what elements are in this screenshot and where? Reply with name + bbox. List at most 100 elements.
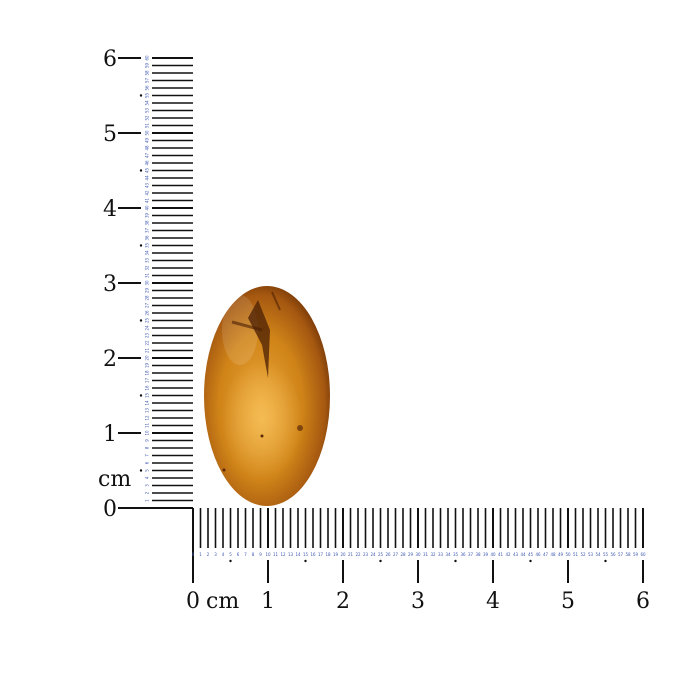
ruler-minor-number: 42 [505,552,511,557]
ruler-minor-number: 49 [558,552,564,557]
ruler-minor-number: 8 [145,446,150,449]
ruler-minor-number: 24 [370,552,376,557]
ruler-minor-number: 23 [145,333,150,339]
ruler-minor-number: 22 [355,552,361,557]
ruler-minor-number: 9 [259,552,262,557]
ruler-minor-number: 39 [483,552,489,557]
ruler-minor-number: 13 [288,552,294,557]
ruler-minor-number: 1 [145,499,150,502]
ruler-minor-number: 3 [214,552,217,557]
ruler-minor-number: 48 [550,552,556,557]
ruler-major-label: 0 [103,497,117,522]
ruler-minor-number: 28 [400,552,406,557]
ruler-minor-number: 3 [145,484,150,487]
ruler-minor-number: 57 [618,552,624,557]
ruler-minor-number: 16 [310,552,316,557]
ruler-major-label: 1 [103,422,117,447]
ruler-minor-number: 41 [498,552,504,557]
ruler-minor-number: 8 [252,552,255,557]
ruler-minor-number: 5 [145,469,150,472]
ruler-minor-number: 45 [528,552,534,557]
ruler-minor-number: 52 [580,552,586,557]
horizontal-unit-label: cm [206,589,239,614]
ruler-minor-number: 51 [573,552,579,557]
ruler-minor-number: 54 [595,552,601,557]
ruler-minor-number: 14 [295,552,301,557]
ruler-half-mark [529,559,532,563]
ruler-minor-number: 16 [145,385,150,391]
ruler-major-label: 4 [486,589,500,614]
ruler-minor-number: 53 [588,552,594,557]
ruler-half-mark [139,94,143,97]
ruler-half-mark [454,559,457,563]
ruler-minor-number: 32 [430,552,436,557]
ruler-minor-number: 58 [145,70,150,76]
ruler-minor-number: 17 [145,378,150,384]
ruler-minor-number: 11 [273,552,279,557]
ruler-minor-number: 17 [318,552,324,557]
ruler-minor-number: 51 [145,123,150,129]
ruler-major-label: 3 [103,272,117,297]
ruler-major-label: 2 [336,589,350,614]
ruler-minor-number: 12 [145,415,150,421]
ruler-half-mark [229,559,232,563]
ruler-minor-number: 47 [543,552,549,557]
ruler-minor-number: 22 [145,340,150,346]
ruler-minor-number: 7 [244,552,247,557]
ruler-minor-number: 45 [145,168,150,174]
ruler-major-label: 4 [103,197,117,222]
ruler-major-label: 5 [561,589,575,614]
ruler-minor-number: 28 [145,295,150,301]
insect-inclusion [248,300,270,378]
ruler-minor-number: 2 [145,491,150,494]
ruler-minor-number: 19 [333,552,339,557]
ruler-minor-number: 50 [145,130,150,136]
ruler-minor-number: 32 [145,265,150,271]
ruler-minor-number: 55 [145,93,150,99]
ruler-major-label: 6 [103,47,117,72]
ruler-minor-number: 48 [145,145,150,151]
ruler-minor-number: 10 [265,552,271,557]
ruler-minor-number: 49 [145,138,150,144]
ruler-half-mark [304,559,307,563]
ruler-minor-number: 14 [145,400,150,406]
ruler-minor-number: 40 [145,205,150,211]
ruler-minor-number: 60 [145,55,150,61]
ruler-minor-number: 26 [385,552,391,557]
ruler-minor-number: 41 [145,198,150,204]
ruler-minor-number: 6 [145,461,150,464]
ruler-minor-number: 50 [565,552,571,557]
ruler-minor-number: 46 [145,160,150,166]
vertical-unit-label: cm [98,467,131,492]
ruler-minor-number: 0 [192,552,195,557]
ruler-minor-number: 55 [603,552,609,557]
ruler-minor-number: 21 [348,552,354,557]
ruler-minor-number: 27 [393,552,399,557]
ruler-minor-number: 30 [145,280,150,286]
ruler-major-label: 6 [636,589,650,614]
ruler-minor-number: 43 [145,183,150,189]
ruler-minor-number: 19 [145,363,150,369]
ruler-minor-number: 15 [145,393,150,399]
ruler-minor-number: 9 [145,439,150,442]
ruler-minor-number: 38 [145,220,150,226]
ruler-minor-number: 57 [145,78,150,84]
ruler-minor-number: 29 [408,552,414,557]
ruler-minor-number: 36 [460,552,466,557]
ruler-minor-number: 4 [145,476,150,479]
ruler-minor-number: 5 [229,552,232,557]
ruler-minor-number: 34 [445,552,451,557]
ruler-minor-number: 33 [438,552,444,557]
ruler-minor-number: 31 [423,552,429,557]
ruler-minor-number: 44 [145,175,150,181]
ruler-minor-number: 12 [280,552,286,557]
ruler-minor-number: 59 [633,552,639,557]
ruler-half-mark [139,169,143,172]
ruler-minor-number: 15 [303,552,309,557]
ruler-minor-number: 21 [145,348,150,354]
ruler-minor-number: 27 [145,303,150,309]
ruler-minor-number: 7 [145,454,150,457]
ruler-minor-number: 23 [363,552,369,557]
